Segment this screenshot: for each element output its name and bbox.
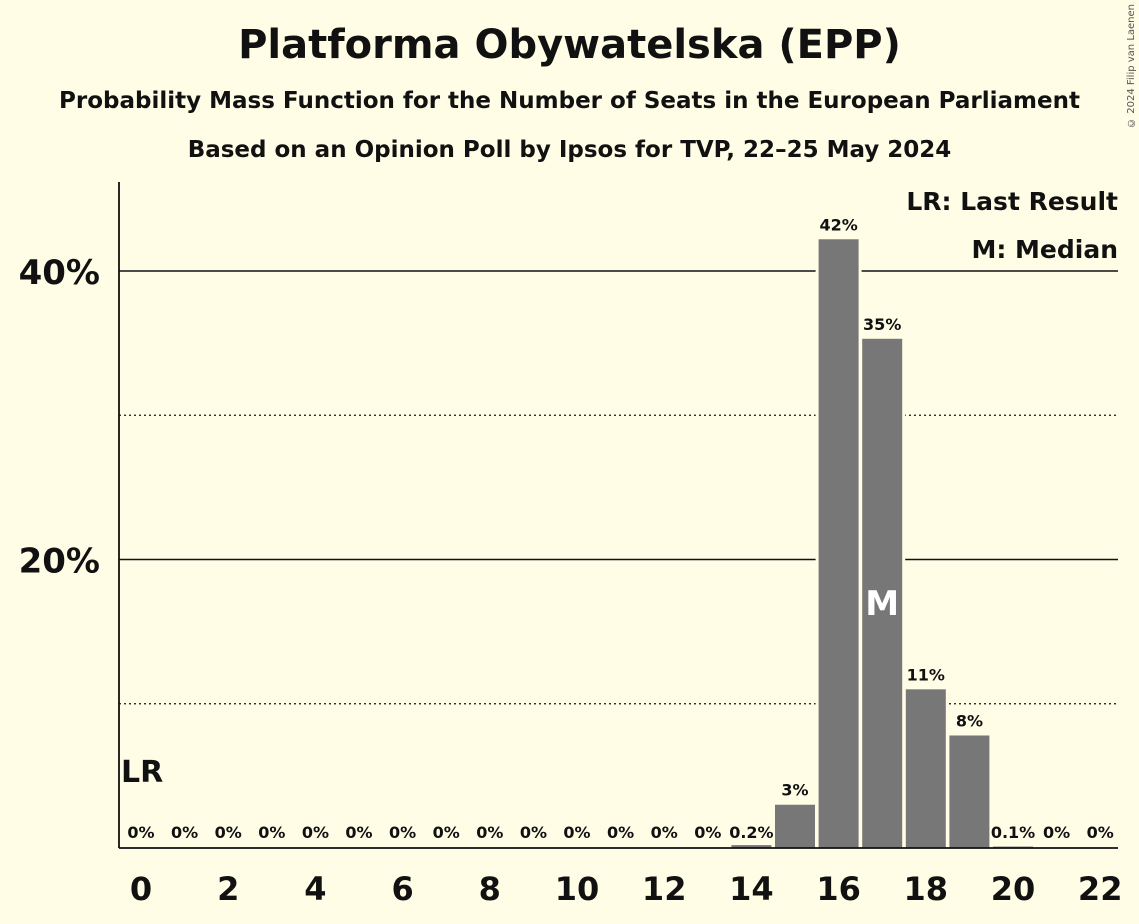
x-tick-label: 2 (217, 870, 239, 908)
data-label: 35% (863, 315, 901, 334)
x-tick-label: 8 (479, 870, 501, 908)
bar (905, 689, 946, 848)
x-tick-label: 20 (991, 870, 1036, 908)
x-tick-label: 0 (130, 870, 152, 908)
data-label: 0% (1087, 823, 1114, 842)
data-label: 0.1% (991, 823, 1035, 842)
last-result-marker: LR (121, 755, 163, 790)
median-marker: M (865, 584, 899, 624)
data-label: 0% (520, 823, 547, 842)
data-label: 0% (345, 823, 372, 842)
x-tick-label: 10 (555, 870, 600, 908)
bar (818, 239, 859, 848)
x-tick-label: 18 (904, 870, 949, 908)
data-label: 8% (956, 711, 983, 730)
data-label: 0% (171, 823, 198, 842)
data-label: 0.2% (729, 823, 773, 842)
y-tick-label: 40% (19, 253, 100, 293)
data-label: 0% (476, 823, 503, 842)
legend-median: M: Median (971, 235, 1118, 264)
data-label: 11% (907, 665, 945, 684)
x-tick-label: 6 (391, 870, 413, 908)
legend-last-result: LR: Last Result (906, 187, 1118, 216)
bar (731, 845, 772, 848)
bar (949, 735, 990, 848)
x-tick-label: 22 (1078, 870, 1123, 908)
data-label: 0% (651, 823, 678, 842)
data-label: 0% (563, 823, 590, 842)
chart-title: Platforma Obywatelska (EPP) (238, 22, 901, 68)
data-label: 0% (302, 823, 329, 842)
chart-source-note: Based on an Opinion Poll by Ipsos for TV… (187, 137, 952, 163)
data-label: 0% (258, 823, 285, 842)
data-label: 0% (127, 823, 154, 842)
chart-subtitle: Probability Mass Function for the Number… (59, 88, 1080, 114)
bar (775, 804, 815, 848)
data-label: 0% (1043, 823, 1070, 842)
data-label: 0% (694, 823, 721, 842)
data-label: 42% (819, 215, 857, 234)
data-label: 0% (389, 823, 416, 842)
data-label: 0% (215, 823, 242, 842)
data-label: 3% (781, 781, 808, 800)
y-tick-label: 20% (19, 542, 100, 582)
data-label: 0% (433, 823, 460, 842)
x-tick-label: 12 (642, 870, 687, 908)
bar (862, 338, 903, 848)
data-label: 0% (607, 823, 634, 842)
x-tick-label: 4 (304, 870, 326, 908)
x-tick-label: 16 (816, 870, 861, 908)
x-tick-label: 14 (729, 870, 774, 908)
